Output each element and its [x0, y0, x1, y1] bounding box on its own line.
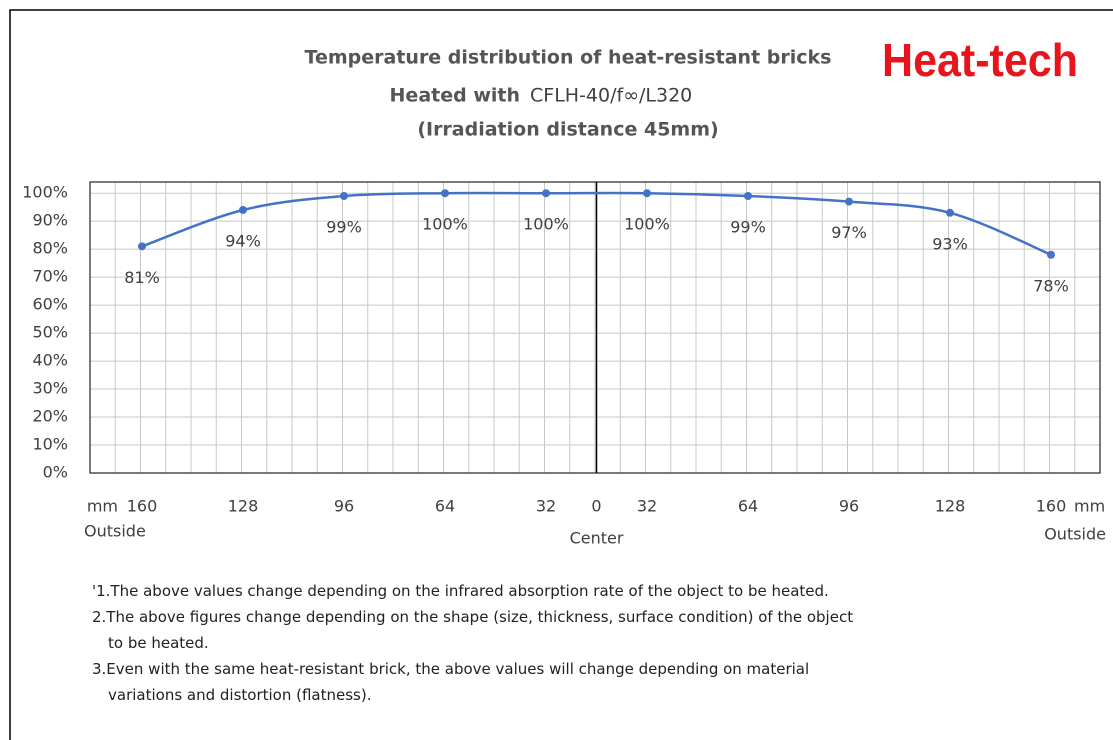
y-tick-label: 0% — [43, 463, 68, 482]
x-center-label: Center — [570, 529, 624, 548]
x-tick-label: 128 — [935, 497, 966, 516]
x-tick-label: 64 — [738, 497, 758, 516]
chart-title: Temperature distribution of heat-resista… — [305, 47, 832, 69]
data-label: 100% — [422, 215, 468, 234]
data-point — [138, 242, 146, 251]
data-point — [542, 189, 550, 198]
subtitle: (Irradiation distance 45mm) — [417, 119, 718, 141]
data-point — [744, 191, 752, 200]
brand-logo: Heat-tech — [882, 34, 1078, 86]
y-tick-label: 20% — [32, 407, 68, 426]
data-label: 78% — [1033, 276, 1069, 295]
data-label: 81% — [124, 268, 160, 287]
y-tick-label: 70% — [32, 267, 68, 286]
x-tick-label: 32 — [536, 497, 556, 516]
data-point — [340, 191, 348, 200]
x-tick-label: 160 — [1036, 497, 1067, 516]
x-tick-label: 32 — [637, 497, 657, 516]
x-unit: mm — [1074, 497, 1105, 516]
footnote: variations and distortion (flatness). — [108, 686, 372, 704]
footnote: 2.The above figures change depending on … — [92, 608, 853, 626]
y-tick-label: 30% — [32, 379, 68, 398]
subtitle-model: CFLH-40/f∞/L320 — [530, 85, 692, 107]
x-unit: mm — [87, 497, 118, 516]
footnote: 3.Even with the same heat-resistant bric… — [92, 660, 809, 678]
y-tick-label: 80% — [32, 239, 68, 258]
x-outside-label: Outside — [84, 522, 146, 541]
y-tick-label: 90% — [32, 211, 68, 230]
data-label: 93% — [932, 234, 968, 253]
data-point — [643, 189, 651, 198]
subtitle-prefix: Heated with — [390, 85, 520, 107]
data-label: 99% — [730, 217, 766, 236]
x-outside-label: Outside — [1044, 525, 1106, 544]
plot-border — [89, 181, 1101, 474]
x-center-tick: 0 — [591, 497, 601, 516]
footnote: to be heated. — [108, 634, 209, 652]
data-label: 100% — [523, 215, 569, 234]
data-point — [1047, 250, 1055, 259]
y-tick-label: 40% — [32, 351, 68, 370]
data-label: 100% — [624, 215, 670, 234]
data-label: 99% — [326, 217, 362, 236]
x-tick-label: 96 — [839, 497, 859, 516]
x-tick-label: 160 — [127, 497, 158, 516]
series-line — [141, 191, 1052, 256]
y-tick-label: 60% — [32, 295, 68, 314]
data-point — [946, 208, 954, 217]
x-tick-label: 128 — [228, 497, 259, 516]
data-label: 97% — [831, 223, 867, 242]
y-tick-label: 50% — [32, 323, 68, 342]
y-tick-label: 10% — [32, 435, 68, 454]
x-tick-label: 64 — [435, 497, 455, 516]
data-point — [441, 189, 449, 198]
y-tick-label: 100% — [22, 183, 68, 202]
x-tick-label: 96 — [334, 497, 354, 516]
data-point — [239, 205, 247, 214]
frame — [9, 9, 1113, 740]
data-point — [845, 197, 853, 206]
footnote: '1.The above values change depending on … — [92, 582, 829, 600]
data-label: 94% — [225, 231, 261, 250]
